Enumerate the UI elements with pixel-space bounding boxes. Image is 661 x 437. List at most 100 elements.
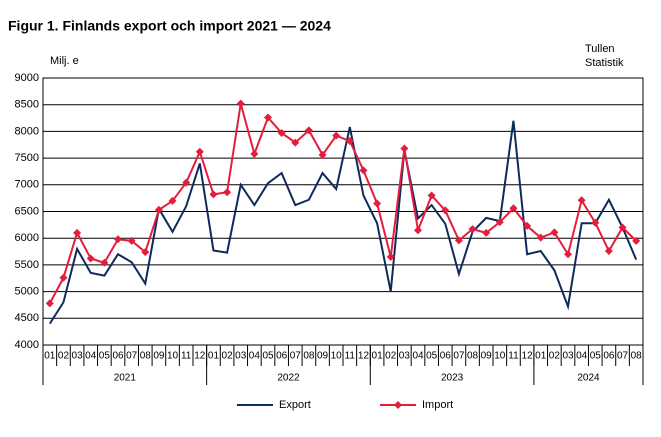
x-tick-label: 08 xyxy=(631,351,643,362)
x-tick-label: 02 xyxy=(58,351,70,362)
y-axis-label: Milj. e xyxy=(50,55,79,67)
y-tick-label: 5500 xyxy=(15,259,39,271)
y-tick-label: 6000 xyxy=(15,232,39,244)
x-tick-label: 04 xyxy=(412,351,424,362)
year-label: 2023 xyxy=(441,373,464,384)
y-tick-label: 8500 xyxy=(15,99,39,111)
point-marker xyxy=(386,252,395,261)
x-tick-label: 04 xyxy=(85,351,97,362)
point-marker xyxy=(454,236,463,245)
x-tick-label: 10 xyxy=(167,351,179,362)
point-marker xyxy=(45,299,54,308)
x-tick-label: 04 xyxy=(249,351,261,362)
x-tick-label: 12 xyxy=(522,351,534,362)
x-tick-label: 11 xyxy=(345,351,356,362)
y-tick-label: 6500 xyxy=(15,205,39,217)
x-tick-label: 12 xyxy=(358,351,370,362)
point-marker xyxy=(127,236,136,245)
point-marker xyxy=(345,137,354,146)
point-marker xyxy=(250,149,259,158)
legend-label: Export xyxy=(279,399,311,411)
x-tick-label: 10 xyxy=(331,351,343,362)
x-tick-label: 12 xyxy=(194,351,206,362)
y-tick-label: 7500 xyxy=(15,152,39,164)
x-tick-label: 03 xyxy=(562,351,574,362)
point-marker xyxy=(114,235,122,244)
point-marker xyxy=(182,178,191,187)
point-marker xyxy=(468,225,477,234)
point-marker xyxy=(73,228,82,237)
y-tick-label: 5000 xyxy=(15,286,39,298)
x-tick-label: 09 xyxy=(153,351,165,362)
x-tick-label: 05 xyxy=(590,351,602,362)
x-tick-label: 11 xyxy=(508,351,519,362)
y-tick-label: 4500 xyxy=(15,312,39,324)
year-label: 2021 xyxy=(114,373,137,384)
point-marker xyxy=(495,218,504,227)
source: Statistik xyxy=(585,57,624,69)
point-marker xyxy=(100,258,109,267)
x-tick-label: 07 xyxy=(617,351,629,362)
point-marker xyxy=(236,99,245,108)
x-tick-label: 01 xyxy=(372,351,384,362)
x-tick-label: 06 xyxy=(603,351,615,362)
point-marker xyxy=(168,196,177,205)
x-tick-label: 05 xyxy=(426,351,438,362)
x-tick-label: 07 xyxy=(290,351,302,362)
year-label: 2022 xyxy=(277,373,300,384)
point-marker xyxy=(373,199,382,208)
x-tick-label: 07 xyxy=(126,351,138,362)
x-tick-label: 10 xyxy=(494,351,506,362)
point-marker xyxy=(304,126,313,135)
point-marker xyxy=(318,150,327,159)
x-tick-label: 09 xyxy=(317,351,329,362)
x-tick-label: 01 xyxy=(535,351,547,362)
point-marker xyxy=(59,273,68,282)
x-tick-label: 05 xyxy=(262,351,274,362)
point-marker xyxy=(577,196,586,205)
x-tick-label: 06 xyxy=(112,351,124,362)
x-tick-label: 02 xyxy=(385,351,397,362)
x-tick-label: 03 xyxy=(235,351,247,362)
x-tick-label: 03 xyxy=(72,351,84,362)
y-tick-label: 8000 xyxy=(15,125,39,137)
point-marker xyxy=(277,129,286,138)
x-tick-label: 08 xyxy=(467,351,479,362)
x-tick-label: 06 xyxy=(440,351,452,362)
point-marker xyxy=(400,144,409,153)
x-tick-label: 06 xyxy=(276,351,288,362)
legend-label: Import xyxy=(422,399,453,411)
point-marker xyxy=(441,206,450,215)
series-line xyxy=(48,103,637,304)
point-marker xyxy=(509,204,518,213)
chart-title: Figur 1. Finlands export och import 2021… xyxy=(8,18,331,34)
point-marker xyxy=(291,138,300,147)
point-marker xyxy=(591,218,600,227)
point-marker xyxy=(195,147,204,156)
x-tick-label: 07 xyxy=(453,351,465,362)
point-marker xyxy=(359,166,368,175)
point-marker xyxy=(414,226,422,235)
x-tick-label: 01 xyxy=(208,351,220,362)
x-tick-label: 01 xyxy=(44,351,56,362)
point-marker xyxy=(523,221,532,230)
y-tick-label: 9000 xyxy=(15,72,39,84)
series-line xyxy=(48,120,638,325)
x-tick-label: 03 xyxy=(399,351,411,362)
x-tick-label: 02 xyxy=(222,351,234,362)
x-tick-label: 04 xyxy=(576,351,588,362)
point-marker xyxy=(618,223,627,232)
point-marker xyxy=(332,131,341,140)
point-marker xyxy=(550,228,559,237)
point-marker xyxy=(264,113,272,122)
point-marker xyxy=(427,191,436,200)
legend-marker xyxy=(394,401,402,409)
x-tick-label: 08 xyxy=(140,351,152,362)
point-marker xyxy=(632,236,641,245)
point-marker xyxy=(141,248,150,257)
year-label: 2024 xyxy=(577,373,600,384)
x-tick-label: 09 xyxy=(481,351,493,362)
x-tick-label: 05 xyxy=(99,351,111,362)
